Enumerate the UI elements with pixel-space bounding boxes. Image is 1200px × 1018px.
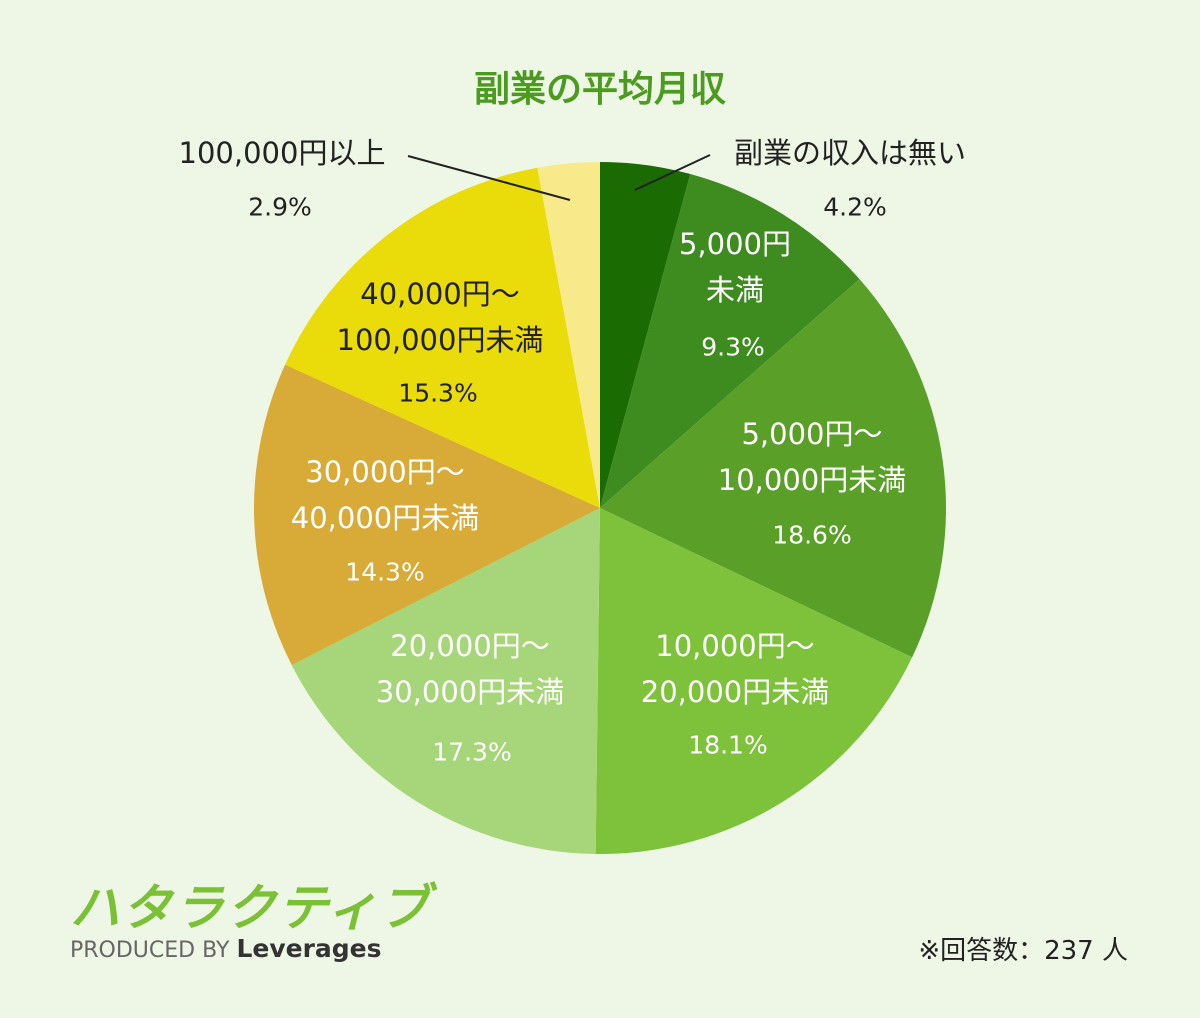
slice-label: 30,000円〜 40,000円未満 [290,455,480,535]
value-label: 17.3% [432,737,512,767]
pie-slice [595,508,913,854]
value-label: 15.3% [398,378,478,408]
value-label: 4.2% [823,192,887,222]
slice-label: 10,000円〜 20,000円未満 [640,629,830,709]
slice-label: 5,000円 未満 [678,227,792,307]
chart-title: 副業の平均月収 [473,69,727,110]
pie-slice [285,167,600,508]
slice-label: 5,000円〜 10,000円未満 [717,417,907,497]
note: ※回答数：237 人 [918,936,1128,966]
pie-slice [291,508,600,854]
pie-slice [600,162,691,508]
slice-label: 副業の収入は無い [733,136,967,170]
pie-slice [537,162,600,508]
value-label: 18.6% [772,520,852,550]
slice-label: 20,000円〜 30,000円未満 [375,629,565,709]
value-label: 18.1% [688,730,768,760]
leader-line [407,155,571,201]
pie-slice [253,364,601,666]
slice-label: 100,000円以上 [178,136,386,170]
value-label: 14.3% [345,557,425,587]
value-label: 2.9% [248,192,312,222]
pie-slice [600,173,860,508]
slice-label: 40,000円〜 100,000円未満 [336,277,544,357]
company: Leverages [236,934,382,963]
produced-by-text: PRODUCED BY [70,938,230,963]
leader-line [634,154,711,191]
logo: ハタラクティブ [70,879,431,937]
produced-by: PRODUCED BY Leverages [70,934,382,963]
value-label: 9.3% [701,332,765,362]
pie-slice [600,279,946,658]
